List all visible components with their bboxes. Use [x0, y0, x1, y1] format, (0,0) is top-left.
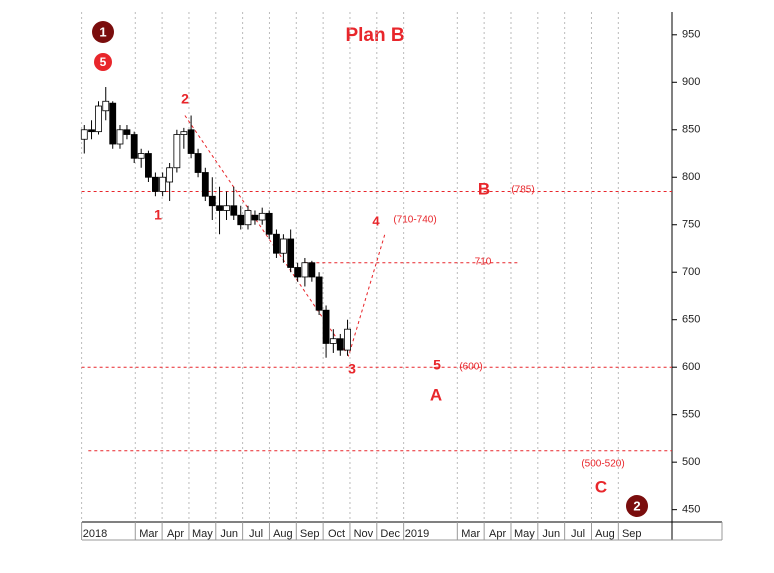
x-tick-label: Sep: [300, 528, 320, 540]
x-tick-label: Mar: [139, 528, 158, 540]
annotation: A: [430, 385, 442, 404]
x-tick-label: Aug: [595, 528, 615, 540]
annotation: 2: [181, 91, 189, 107]
x-tick-label: Nov: [354, 528, 374, 540]
x-tick-label: Dec: [380, 528, 400, 540]
wave-line: [184, 115, 386, 357]
candle-body: [294, 267, 302, 278]
x-tick-label: Jun: [220, 528, 238, 540]
x-tick-label: Aug: [273, 528, 293, 540]
annotation: (500-520): [581, 459, 624, 470]
x-tick-label: Apr: [167, 528, 184, 540]
plot-layer: 450 500 550 600 650 700 750 800 850 900 950 2018 Mar…: [80, 12, 700, 540]
candle-body: [344, 328, 351, 351]
x-tick-label: 2018: [83, 528, 107, 540]
candle-body: [230, 205, 238, 216]
candle-body: [329, 338, 337, 344]
y-tick-label: 900: [682, 76, 700, 88]
candle-body: [137, 153, 145, 159]
candle-body: [145, 153, 152, 178]
candle-body: [159, 176, 167, 192]
annotation: 5: [433, 357, 441, 373]
candle-body: [216, 205, 223, 211]
candle-body: [130, 134, 138, 159]
annotation: (785): [511, 185, 534, 196]
annotation: 5: [100, 55, 107, 69]
y-tick-label: 650: [682, 314, 700, 326]
x-tick-label: Mar: [461, 528, 480, 540]
candle-body: [95, 105, 102, 133]
x-tick-label: Jul: [249, 528, 263, 540]
candle-body: [201, 172, 209, 197]
candle-body: [208, 195, 216, 207]
candle-body: [287, 238, 295, 268]
candle-body: [80, 129, 88, 140]
x-tick-label: 2019: [405, 528, 429, 540]
marker-circle: [92, 21, 114, 43]
marker-circle: [94, 53, 112, 71]
x-tick-label: Oct: [328, 528, 345, 540]
candle-body: [123, 129, 131, 135]
y-tick-label: 950: [682, 29, 700, 41]
annotation: 3: [348, 361, 356, 377]
y-tick-label: 800: [682, 171, 700, 183]
chart-title: Plan B: [345, 25, 404, 46]
candle-body: [280, 238, 287, 254]
x-tick-label: Sep: [622, 528, 642, 540]
candle-body: [251, 214, 259, 221]
x-tick-label: Apr: [489, 528, 506, 540]
candle-body: [180, 131, 188, 135]
candle-body: [223, 205, 230, 211]
annotation: (600): [459, 362, 482, 373]
candle-body: [258, 212, 266, 221]
candle-body: [315, 276, 323, 311]
y-tick-label: 700: [682, 266, 700, 278]
y-tick-label: 850: [682, 124, 700, 136]
x-tick-label: Jun: [542, 528, 560, 540]
annotation: 2: [633, 498, 640, 513]
candle-body: [308, 262, 316, 278]
annotation: C: [595, 477, 607, 496]
annotation: 710: [475, 257, 492, 268]
x-tick-label: May: [514, 528, 535, 540]
marker-circle: [626, 495, 648, 517]
candle-body: [273, 233, 280, 254]
candle-body: [151, 176, 159, 192]
annotation: B: [478, 179, 490, 198]
annotation: 4: [372, 213, 380, 228]
candle-body: [301, 262, 309, 278]
y-tick-label: 500: [682, 456, 700, 468]
x-tick-label: Jul: [571, 528, 585, 540]
annotation: 1: [99, 24, 106, 39]
y-tick-label: 600: [682, 361, 700, 373]
annotation: (710-740): [393, 215, 436, 226]
candle-body: [109, 102, 117, 145]
candle-body: [265, 212, 273, 235]
y-tick-label: 450: [682, 504, 700, 516]
candle-body: [166, 167, 174, 183]
candle-body: [102, 100, 110, 112]
candle-body: [194, 153, 202, 173]
candle-body: [237, 214, 245, 226]
candle-body: [116, 129, 124, 145]
candle-body: [336, 338, 344, 351]
y-tick-label: 550: [682, 409, 700, 421]
candle-body: [322, 309, 330, 344]
annotation: 1: [154, 207, 162, 223]
candle-body: [244, 210, 252, 226]
candle-body: [173, 134, 181, 169]
candle-body: [88, 129, 95, 133]
x-tick-label: May: [192, 528, 213, 540]
candle-body: [187, 129, 195, 154]
y-tick-label: 750: [682, 219, 700, 231]
